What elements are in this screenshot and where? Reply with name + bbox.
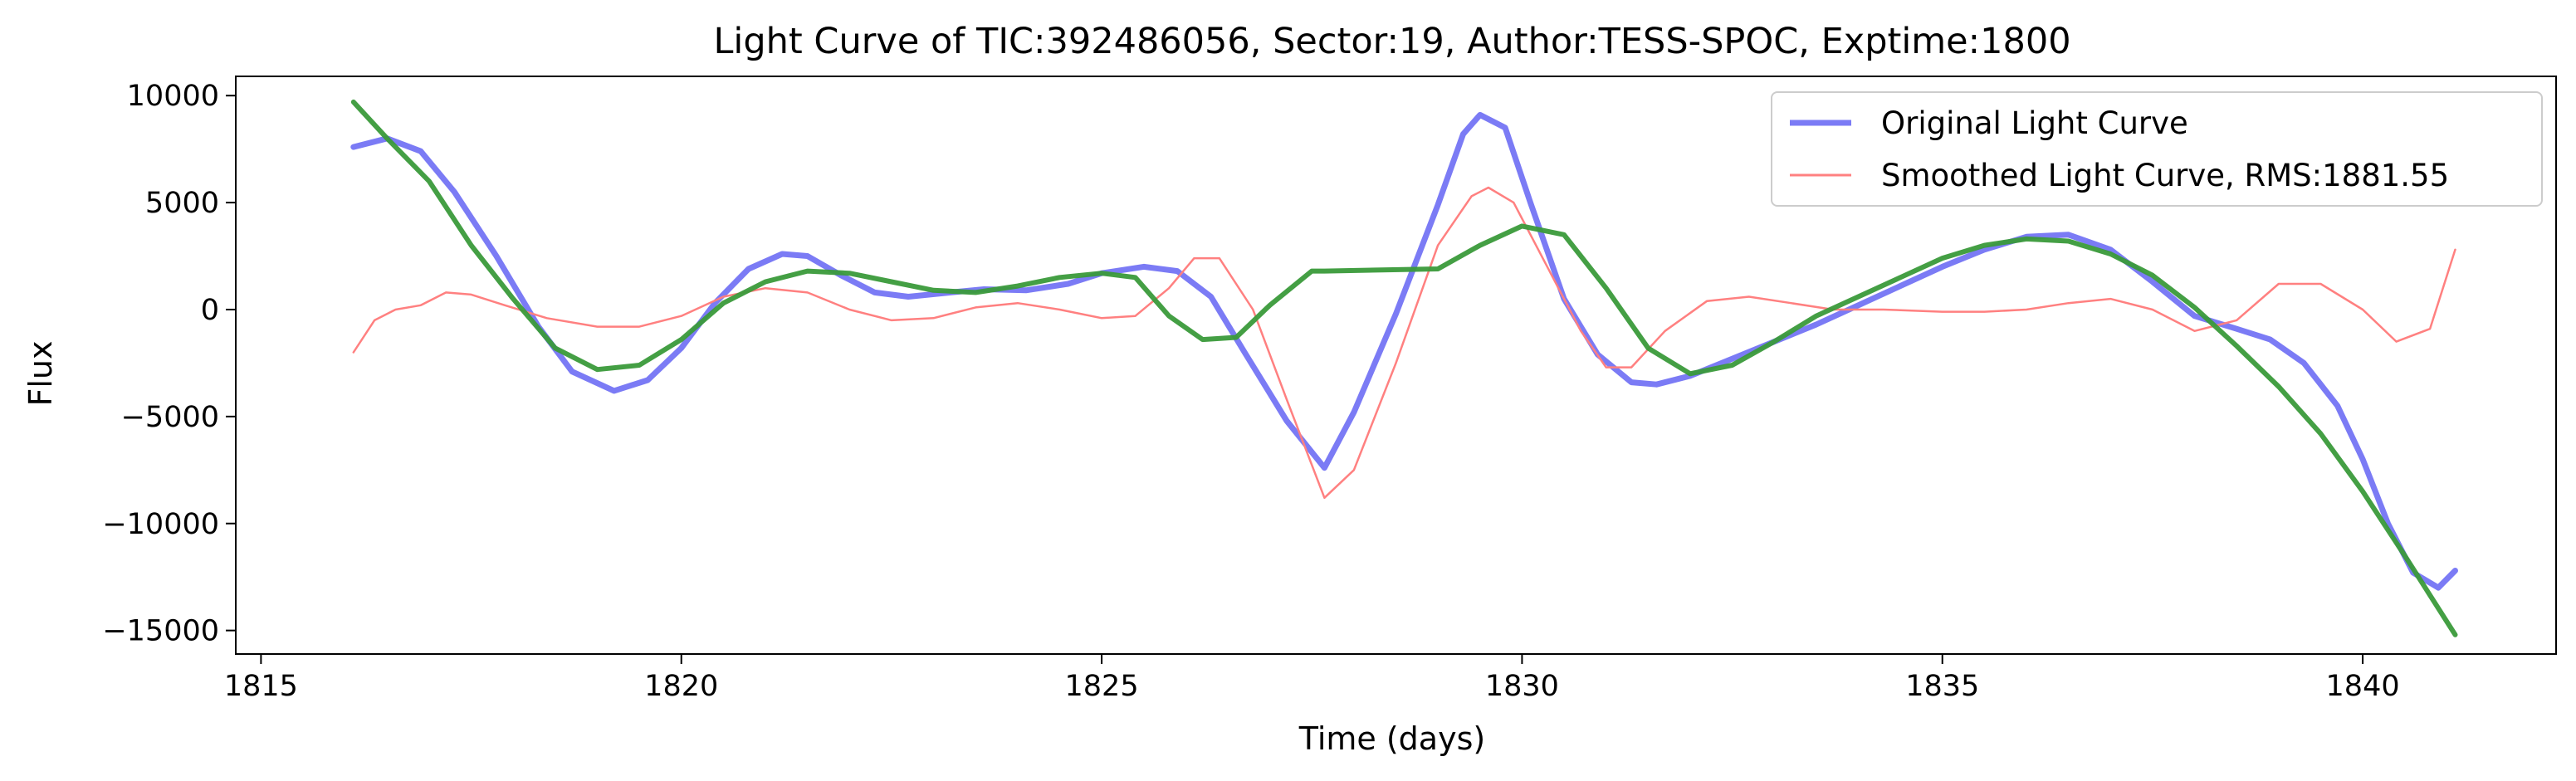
y-tick-label: −10000 <box>102 508 219 541</box>
series-line-trend <box>350 99 2458 637</box>
x-tick-label: 1835 <box>1905 670 1979 703</box>
plot-frame <box>235 76 2557 655</box>
x-tick-label: 1815 <box>224 670 298 703</box>
x-tick-label: 1825 <box>1065 670 1139 703</box>
series-line-original <box>350 111 2458 591</box>
y-axis-label: Flux <box>22 341 59 407</box>
chart-title: Light Curve of TIC:392486056, Sector:19,… <box>713 21 2070 62</box>
y-tick-label: −5000 <box>121 401 219 434</box>
legend: Original Light Curve Smoothed Light Curv… <box>1771 91 2543 207</box>
series-layer <box>350 99 2458 637</box>
x-tick-label: 1840 <box>2326 670 2400 703</box>
legend-label-smoothed: Smoothed Light Curve, RMS:1881.55 <box>1881 158 2449 193</box>
legend-box <box>1771 91 2543 207</box>
ticks-layer: 1815 1820 1825 1830 1835 1840 10000 5000 0 −5000 −… <box>102 80 2399 703</box>
x-axis-label: Time (days) <box>1298 720 1485 757</box>
legend-label-original: Original Light Curve <box>1881 105 2188 141</box>
series-line-smoothed <box>352 186 2456 500</box>
y-tick-label: 5000 <box>145 187 219 220</box>
x-tick-label: 1830 <box>1485 670 1559 703</box>
y-tick-label: 0 <box>201 294 219 327</box>
y-tick-label: 10000 <box>127 80 219 113</box>
y-tick-label: −15000 <box>102 615 219 648</box>
x-tick-label: 1820 <box>644 670 718 703</box>
